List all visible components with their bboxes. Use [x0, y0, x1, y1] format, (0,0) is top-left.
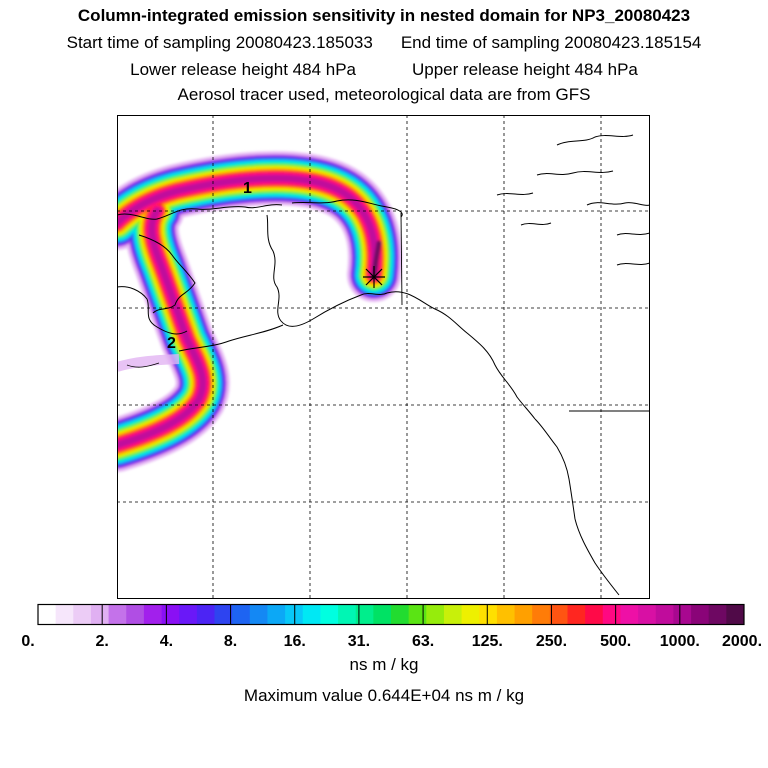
colorbar-frame	[37, 603, 745, 626]
colorbar: 0. 2. 4. 8. 16. 31. 63. 125. 250. 500. 1000. 2000.	[21, 603, 762, 650]
plume-marker-1: 1	[243, 180, 252, 197]
colorbar-cell	[496, 604, 515, 625]
colorbar-cell	[426, 604, 445, 625]
emission-sensitivity-plume	[117, 151, 403, 472]
colorbar-cell	[355, 604, 374, 625]
plume-marker-2: 2	[167, 335, 176, 352]
colorbar-cell	[373, 604, 392, 625]
maximum-value: Maximum value 0.644E+04 ns m / kg	[243, 686, 525, 705]
release-heights: Lower release height 484 hPa Upper releas…	[0, 60, 768, 80]
colorbar-cell	[691, 604, 710, 625]
colorbar-cell	[567, 604, 586, 625]
graticule	[117, 115, 650, 599]
colorbar-tick-label: 500.	[600, 633, 631, 650]
sampling-times: Start time of sampling 20080423.185033 En…	[0, 33, 768, 53]
colorbar-cell	[655, 604, 674, 625]
colorbar-cell	[161, 604, 180, 625]
sensitivity-map: 1 2	[117, 115, 650, 599]
colorbar-cell	[549, 604, 568, 625]
colorbar-tick-label: 2000.	[722, 633, 762, 650]
colorbar-cell	[126, 604, 145, 625]
colorbar-cell	[532, 604, 551, 625]
colorbar-cell	[461, 604, 480, 625]
colorbar-cell	[602, 604, 621, 625]
colorbar-cell	[214, 604, 233, 625]
colorbar-tick-label: 250.	[536, 633, 567, 650]
colorbar-cell	[391, 604, 410, 625]
asterisk-icon	[363, 266, 385, 288]
end-sampling-text: End time of sampling 20080423.185154	[400, 33, 702, 52]
colorbar-cell	[638, 604, 657, 625]
colorbar-tick-label: 8.	[224, 633, 237, 650]
map-frame	[117, 115, 650, 599]
colorbar-cell	[267, 604, 286, 625]
colorbar-tick-label: 2.	[96, 633, 109, 650]
colorbar-tick-label: 31.	[348, 633, 370, 650]
colorbar-tick-label: 0.	[21, 633, 34, 650]
colorbar-cell	[673, 604, 692, 625]
figure-title: Column-integrated emission sensitivity i…	[77, 6, 691, 25]
colorbar-cell	[143, 604, 162, 625]
colorbar-tick-labels: 0. 2. 4. 8. 16. 31. 63. 125. 250. 500. 1000. 2000.	[21, 633, 762, 650]
colorbar-tick-label: 4.	[160, 633, 173, 650]
colorbar-cell	[302, 604, 321, 625]
colorbar-unit: ns m / kg	[349, 655, 419, 674]
colorbar-cell	[90, 604, 109, 625]
colorbar-cells	[38, 604, 745, 625]
colorbar-cell	[38, 604, 57, 625]
colorbar-cell	[232, 604, 251, 625]
colorbar-cell	[408, 604, 427, 625]
colorbar-cell	[514, 604, 533, 625]
colorbar-cell	[179, 604, 198, 625]
colorbar-cell	[320, 604, 339, 625]
colorbar-cell	[108, 604, 127, 625]
upper-release-text: Upper release height 484 hPa	[412, 60, 638, 79]
colorbar-cell	[55, 604, 74, 625]
colorbar-cell	[249, 604, 268, 625]
colorbar-cell	[196, 604, 215, 625]
colorbar-cell	[285, 604, 304, 625]
colorbar-cell	[73, 604, 92, 625]
colorbar-cell	[585, 604, 604, 625]
start-sampling-text: Start time of sampling 20080423.185033	[66, 33, 373, 52]
colorbar-cell	[338, 604, 357, 625]
colorbar-tick-label: 16.	[284, 633, 306, 650]
colorbar-tick-label: 125.	[472, 633, 503, 650]
colorbar-cell	[620, 604, 639, 625]
colorbar-cell	[708, 604, 727, 625]
colorbar-cell	[443, 604, 462, 625]
plume-band-11	[117, 174, 379, 449]
secondary-trail	[117, 354, 180, 372]
colorbar-cell	[479, 604, 498, 625]
coastlines	[117, 134, 650, 596]
colorbar-cell	[726, 604, 745, 625]
colorbar-tick-label: 63.	[412, 633, 434, 650]
tracer-note: Aerosol tracer used, meteorological data…	[177, 85, 591, 104]
colorbar-tick-label: 1000.	[660, 633, 700, 650]
lower-release-text: Lower release height 484 hPa	[130, 60, 356, 79]
